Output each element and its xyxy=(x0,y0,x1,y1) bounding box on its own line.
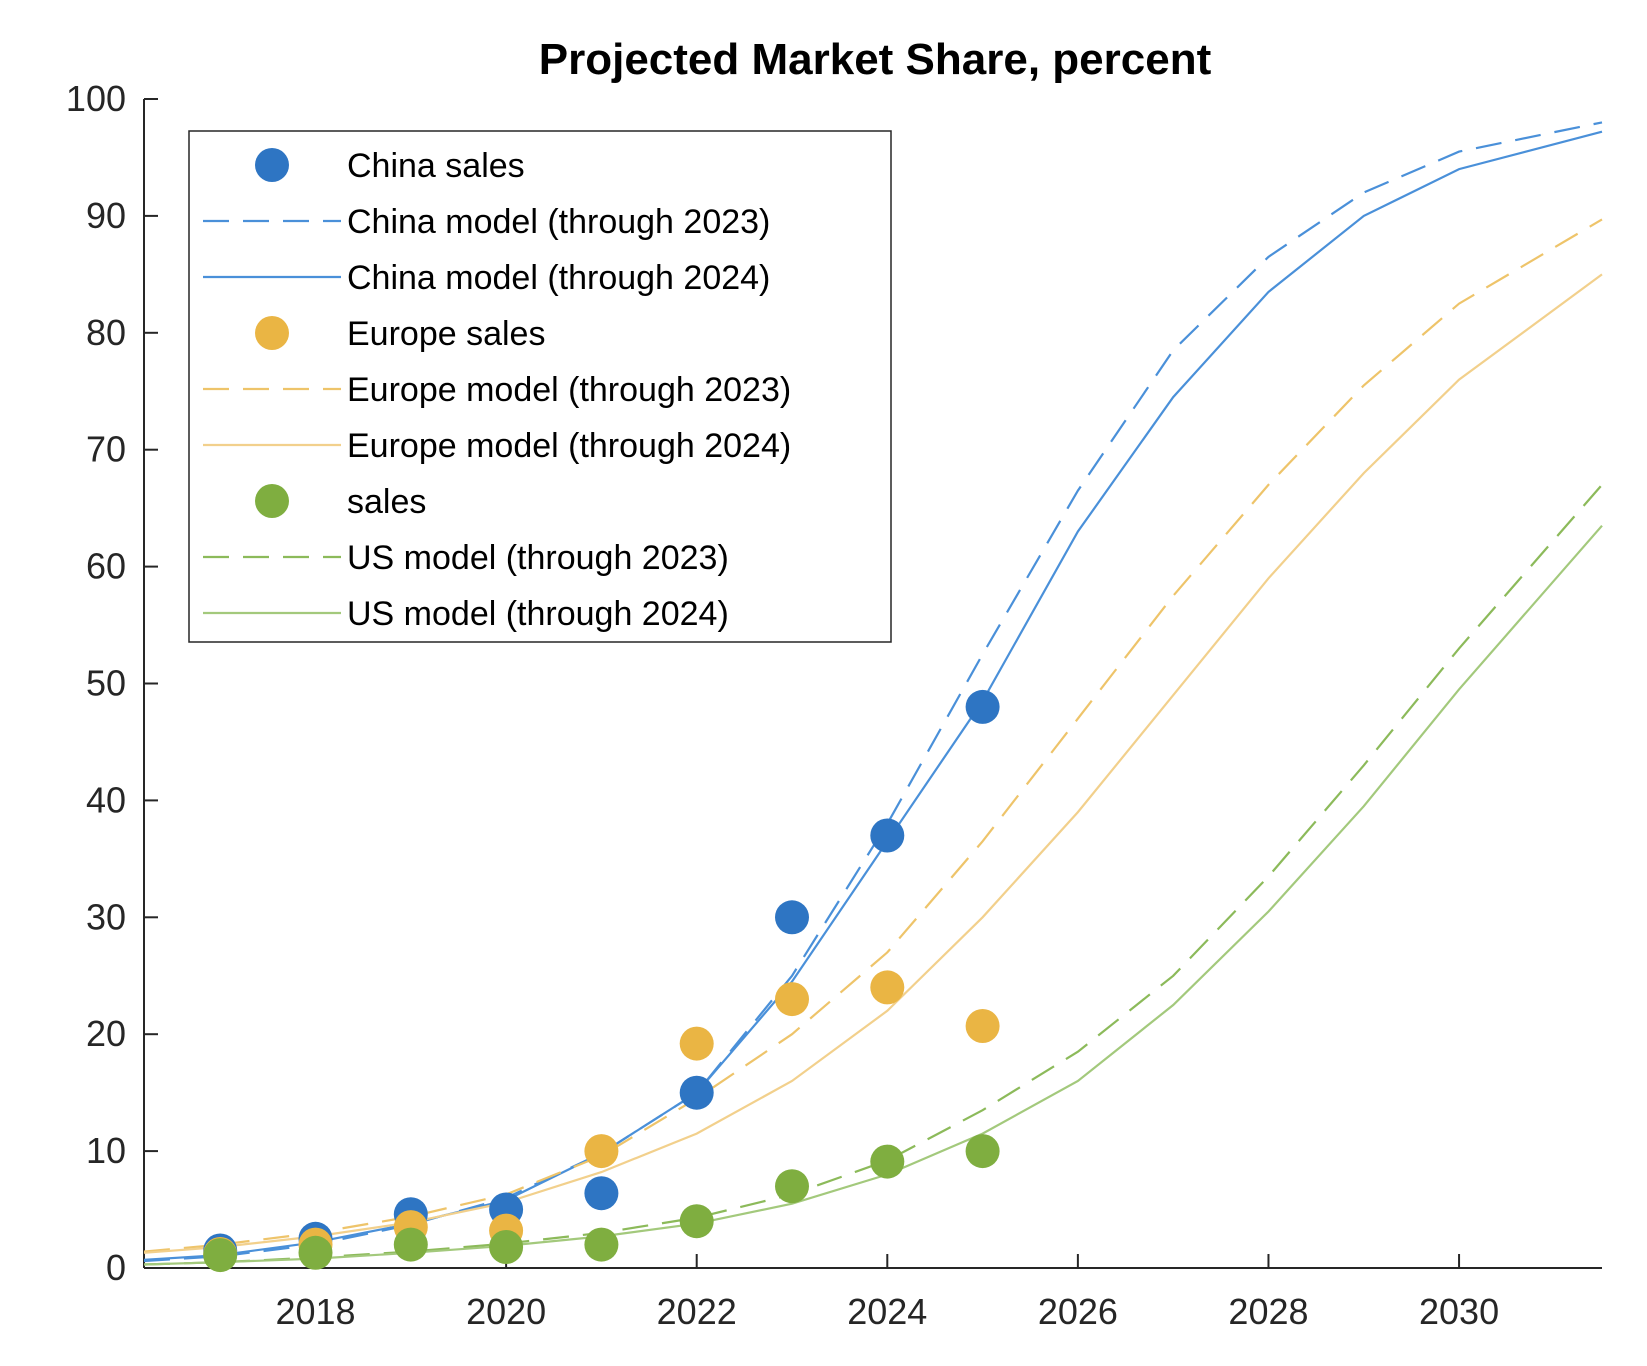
y-tick-label: 20 xyxy=(86,1013,126,1054)
x-tick-label: 2018 xyxy=(275,1291,355,1332)
y-tick-label: 30 xyxy=(86,896,126,937)
series-0-point xyxy=(870,818,905,853)
legend: China sales China model (through 2023) Chi… xyxy=(188,130,892,643)
legend-marker xyxy=(255,316,289,350)
series-line-8 xyxy=(143,524,1603,1266)
series-3-point xyxy=(584,1134,619,1169)
legend-marker xyxy=(255,484,289,518)
legend-label: China model (through 2023) xyxy=(347,203,770,241)
x-tick-label: 2022 xyxy=(657,1291,737,1332)
y-tick-label: 100 xyxy=(66,78,126,119)
y-tick-label: 80 xyxy=(86,312,126,353)
x-tick-label: 2030 xyxy=(1419,1291,1499,1332)
x-tick-label: 2024 xyxy=(847,1291,927,1332)
series-3-point xyxy=(679,1026,714,1061)
y-tick-label: 0 xyxy=(106,1247,126,1288)
series-6-point xyxy=(870,1144,905,1179)
series-3-point xyxy=(775,982,809,1017)
series-3-point xyxy=(870,970,905,1005)
y-tick-label: 50 xyxy=(86,663,126,704)
series-0-point xyxy=(679,1075,714,1110)
plot-area xyxy=(143,121,1603,1273)
y-tick-label: 60 xyxy=(86,546,126,587)
legend-marker xyxy=(255,148,289,182)
series-line-7 xyxy=(143,484,1603,1266)
series-6-point xyxy=(393,1227,428,1262)
series-0-point xyxy=(965,689,1000,724)
legend-label: US model (through 2023) xyxy=(347,539,729,577)
series-6-point xyxy=(203,1238,238,1273)
legend-label: sales xyxy=(347,483,426,521)
legend-label: Europe model (through 2023) xyxy=(347,371,791,409)
series-6-point xyxy=(584,1227,619,1262)
x-tick-label: 2026 xyxy=(1038,1291,1118,1332)
legend-label: US model (through 2024) xyxy=(347,595,729,633)
y-tick-label: 40 xyxy=(86,779,126,820)
legend-label: Europe model (through 2024) xyxy=(347,427,791,465)
series-line-5 xyxy=(143,273,1603,1254)
y-tick-label: 10 xyxy=(86,1130,126,1171)
legend-label: China model (through 2024) xyxy=(347,259,770,297)
series-6-point xyxy=(965,1134,1000,1169)
series-6-point xyxy=(298,1235,333,1270)
series-line-1 xyxy=(143,121,1603,1263)
series-line-4 xyxy=(143,218,1603,1253)
legend-label: China sales xyxy=(347,147,525,185)
series-3-point xyxy=(965,1009,1000,1043)
series-6-point xyxy=(775,1169,809,1204)
series-line-2 xyxy=(143,130,1603,1261)
chart-title: Projected Market Share, percent xyxy=(539,35,1212,84)
y-tick-label: 90 xyxy=(86,195,126,236)
series-0-point xyxy=(775,900,809,935)
y-tick-label: 70 xyxy=(86,429,126,470)
legend-label: Europe sales xyxy=(347,315,545,353)
series-6-point xyxy=(679,1204,714,1239)
x-tick-label: 2020 xyxy=(466,1291,546,1332)
x-tick-label: 2028 xyxy=(1228,1291,1308,1332)
series-0-point xyxy=(584,1176,619,1211)
series-6-point xyxy=(489,1230,524,1264)
